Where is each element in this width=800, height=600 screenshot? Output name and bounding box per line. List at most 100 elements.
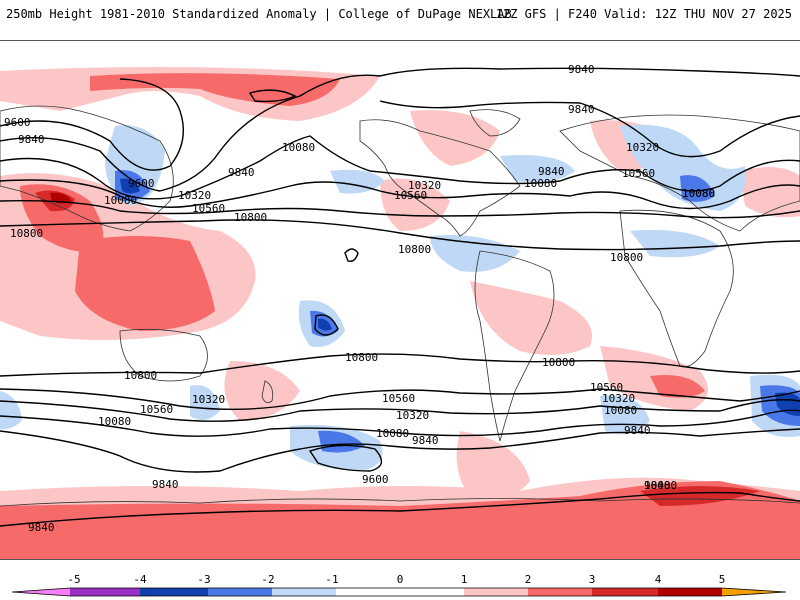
anomaly-neg1-region	[0, 391, 22, 430]
anomaly-pos1-region	[740, 167, 800, 218]
model-run-info: 12Z GFS | F240 Valid: 12Z THU NOV 27 202…	[495, 7, 792, 21]
contour-10320-s	[0, 399, 800, 422]
colorbar-tick-label: 4	[655, 573, 662, 586]
contour-label: 10800	[124, 369, 157, 382]
contour-9840-na	[379, 100, 800, 158]
coastline-north-america	[359, 119, 521, 237]
contour-label: 10800	[398, 243, 431, 256]
contour-label: 10800	[10, 227, 43, 240]
contour-label: 10080	[524, 177, 557, 190]
anomaly-pos2-region	[650, 375, 705, 398]
colorbar-tick-label: -4	[133, 573, 147, 586]
colorbar-tick-label: 2	[525, 573, 532, 586]
coastline-south-america	[474, 250, 555, 442]
contour-label: 9840	[28, 521, 55, 534]
contour-label: 9840	[624, 424, 651, 437]
contour-label: 10560	[192, 202, 225, 215]
contour-9600-nw	[0, 78, 184, 171]
colorbar-tick-label: -1	[325, 573, 338, 586]
contour-10080-n	[0, 135, 800, 200]
anomaly-pos4-region	[50, 192, 72, 204]
contour-label: 10080	[376, 427, 409, 440]
contour-label: 10560	[622, 167, 655, 180]
anomaly-neg1-region	[630, 230, 720, 258]
colorbar-tick-label: 3	[589, 573, 596, 586]
coastlines	[0, 105, 800, 507]
contour-label: 10080	[104, 194, 137, 207]
colorbar-segment-pos3	[592, 588, 658, 596]
anomaly-pos1-region	[380, 178, 450, 231]
anomaly-pos2-region	[75, 236, 215, 331]
contour-label: 9600	[4, 116, 31, 129]
contour-label: 10080	[604, 404, 637, 417]
contour-label: 10560	[394, 189, 427, 202]
contour-9600-s	[308, 444, 383, 472]
contour-label: 9840	[228, 166, 255, 179]
anomaly-pos2-region	[0, 481, 800, 559]
contour-label: 10080	[282, 141, 315, 154]
height-contours	[0, 67, 800, 527]
map-title: 250mb Height 1981-2010 Standardized Anom…	[6, 7, 512, 21]
contour-label: 9600	[362, 473, 389, 486]
coastline-africa	[619, 209, 734, 368]
contour-10080-s	[0, 409, 800, 437]
contour-label: 9840	[568, 63, 595, 76]
contour-label: 10800	[610, 251, 643, 264]
contour-label: 10320	[192, 393, 225, 406]
contour-10320-n	[0, 179, 800, 210]
map-panel: 9840 9840 9600 9840 9840 10080 9600 1008…	[0, 40, 800, 560]
contour-label: 10560	[590, 381, 623, 394]
contour-label: 9840	[412, 434, 439, 447]
anomaly-pos1-region	[456, 431, 530, 499]
contour-label: 9840	[644, 479, 671, 492]
colorbar-tick-label: 1	[461, 573, 468, 586]
anomaly-neg1-region	[430, 235, 520, 272]
anomaly-map: 9840 9840 9600 9840 9840 10080 9600 1008…	[0, 63, 800, 559]
colorbar-segment-pos1	[464, 588, 528, 596]
contour-label: 10800	[234, 211, 267, 224]
anomaly-pos1-region	[224, 361, 300, 421]
anomaly-colorbar: -5 -4 -3 -2 -1 0 1 2 3 4 5	[11, 573, 787, 597]
colorbar-segments	[11, 587, 787, 597]
contour-label: 10560	[382, 392, 415, 405]
contour-labels: 9840 9840 9600 9840 9840 10080 9600 1008…	[4, 63, 715, 534]
colorbar-ticks: -5 -4 -3 -2 -1 0 1 2 3 4 5	[67, 573, 725, 586]
contour-label: 10080	[682, 187, 715, 200]
colorbar-tick-label: -5	[67, 573, 80, 586]
anomaly-neg2-region	[318, 430, 365, 453]
contour-label: 10800	[345, 351, 378, 364]
coastline-australia	[119, 328, 208, 382]
anomaly-pos2-region	[90, 73, 340, 106]
coastline-asia-west	[0, 105, 174, 232]
colorbar-segment-neg4	[70, 588, 140, 596]
contour-10800-n	[0, 219, 800, 251]
colorbar-segment-zero	[336, 588, 464, 596]
colorbar-segment-pos2	[528, 588, 592, 596]
contour-label: 10080	[98, 415, 131, 428]
anomaly-pos3-region	[640, 486, 760, 506]
negative-anomaly-shading	[0, 124, 800, 471]
contour-label: 10560	[140, 403, 173, 416]
anomaly-neg3-region	[120, 178, 140, 194]
contour-label: 9600	[128, 177, 155, 190]
contour-label: 9840	[568, 103, 595, 116]
colorbar-segment-neg5	[12, 588, 70, 596]
contour-label: 10320	[626, 141, 659, 154]
coastline-eurasia	[559, 114, 800, 232]
contour-label: 10080	[682, 187, 715, 200]
anomaly-neg1-region	[190, 385, 220, 420]
anomaly-neg1-region	[330, 169, 385, 194]
colorbar-segment-pos4	[658, 588, 722, 596]
contour-9600-nw-ring	[248, 89, 297, 103]
contour-10800-s	[0, 353, 800, 377]
coastline-new-zealand	[261, 380, 274, 404]
coastline-antarctica	[0, 498, 800, 507]
contour-label: 9840	[18, 133, 45, 146]
contour-10800-ring	[344, 248, 359, 263]
colorbar-segment-neg2	[208, 588, 272, 596]
colorbar-outline	[11, 587, 787, 597]
anomaly-pos1-region	[470, 281, 592, 355]
coastline-greenland	[469, 109, 521, 137]
colorbar-tick-label: -2	[261, 573, 274, 586]
contour-label: 9840	[538, 165, 565, 178]
